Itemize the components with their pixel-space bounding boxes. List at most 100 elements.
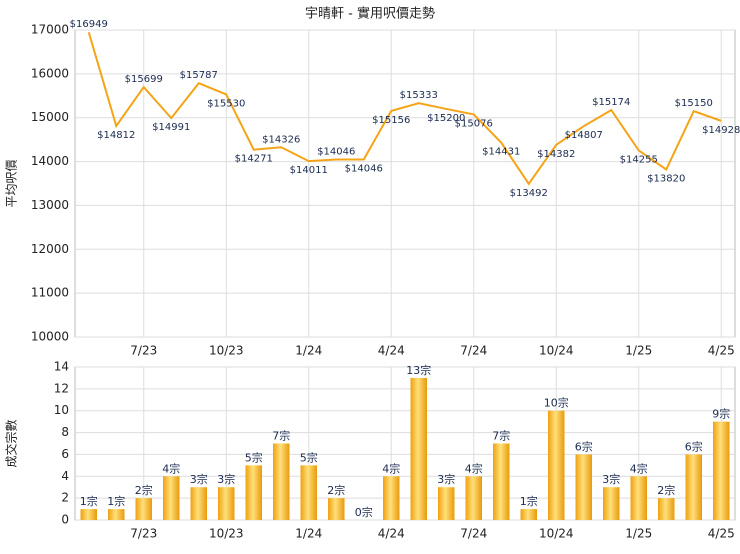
y-tick-label: 16000 bbox=[31, 66, 69, 80]
x-tick-label: 1/25 bbox=[625, 344, 652, 358]
bar bbox=[658, 498, 675, 520]
bar bbox=[575, 454, 592, 520]
data-label: $14991 bbox=[152, 122, 190, 133]
data-label: 6宗 bbox=[685, 439, 703, 453]
bar bbox=[190, 487, 207, 520]
data-label: 5宗 bbox=[245, 450, 263, 464]
data-label: $13820 bbox=[647, 173, 685, 184]
data-label: 6宗 bbox=[575, 439, 593, 453]
x-tick-label: 4/25 bbox=[708, 527, 735, 541]
x-tick-label: 4/24 bbox=[378, 344, 405, 358]
bar bbox=[410, 377, 427, 520]
data-label: 1宗 bbox=[107, 494, 125, 508]
line bbox=[87, 31, 722, 186]
y-tick-label: 8 bbox=[61, 425, 69, 439]
y-tick-label: 17000 bbox=[31, 23, 69, 37]
data-label: $14255 bbox=[620, 154, 658, 165]
y-tick-label: 4 bbox=[61, 469, 69, 483]
bar bbox=[630, 476, 647, 520]
x-tick-label: 1/24 bbox=[295, 344, 322, 358]
bar bbox=[438, 487, 455, 520]
data-label: 3宗 bbox=[437, 472, 455, 486]
y-tick-label: 12 bbox=[54, 381, 69, 395]
data-label: 7宗 bbox=[492, 429, 510, 443]
data-label: $13492 bbox=[510, 188, 548, 199]
y-axis-label: 平均呎價 bbox=[5, 159, 19, 207]
data-label: $15174 bbox=[592, 97, 630, 108]
y-tick-label: 6 bbox=[61, 447, 69, 461]
bar bbox=[273, 443, 290, 520]
y-tick-label: 14 bbox=[54, 360, 69, 374]
y-tick-label: 13000 bbox=[31, 198, 69, 212]
x-tick-label: 7/24 bbox=[460, 527, 487, 541]
y-tick-label: 14000 bbox=[31, 154, 69, 168]
chart-title: 宇晴軒 - 實用呎價走勢 bbox=[305, 6, 435, 22]
bar bbox=[135, 498, 152, 520]
bar bbox=[603, 487, 620, 520]
data-label: 4宗 bbox=[382, 461, 400, 475]
x-tick-label: 10/24 bbox=[539, 527, 574, 541]
data-label: $14928 bbox=[702, 125, 740, 136]
data-label: 7宗 bbox=[272, 429, 290, 443]
plot-area bbox=[74, 29, 736, 338]
data-label: $16949 bbox=[70, 19, 108, 30]
x-tick-label: 1/24 bbox=[295, 527, 322, 541]
bar bbox=[163, 476, 180, 520]
y-tick-label: 15000 bbox=[31, 110, 69, 124]
data-label: $14431 bbox=[482, 147, 520, 158]
data-label: $14326 bbox=[262, 134, 300, 145]
data-label: $15333 bbox=[400, 90, 438, 101]
data-label: 2宗 bbox=[327, 483, 345, 497]
x-tick-label: 10/23 bbox=[209, 344, 244, 358]
data-label: $14046 bbox=[345, 164, 383, 175]
data-label: $15076 bbox=[455, 118, 493, 129]
data-label: 4宗 bbox=[630, 461, 648, 475]
x-tick-label: 1/25 bbox=[625, 527, 652, 541]
data-label: 10宗 bbox=[544, 396, 569, 410]
data-label: $15530 bbox=[207, 98, 245, 109]
data-label: 4宗 bbox=[465, 461, 483, 475]
data-label: $14812 bbox=[97, 130, 135, 141]
data-label: 3宗 bbox=[217, 472, 235, 486]
bar bbox=[80, 509, 97, 520]
bar bbox=[108, 509, 125, 520]
bar bbox=[493, 443, 510, 520]
x-tick-label: 7/23 bbox=[130, 344, 157, 358]
y-axis-label: 成交宗數 bbox=[4, 419, 19, 467]
x-tick-label: 7/23 bbox=[130, 527, 157, 541]
bar bbox=[245, 465, 262, 520]
y-tick-label: 10000 bbox=[31, 330, 69, 344]
bar bbox=[300, 465, 317, 520]
data-label: 2宗 bbox=[657, 483, 675, 497]
data-label: 9宗 bbox=[712, 407, 730, 421]
x-tick-label: 4/24 bbox=[378, 527, 405, 541]
bar bbox=[465, 476, 482, 520]
bar bbox=[218, 487, 235, 520]
data-label: 3宗 bbox=[190, 472, 208, 486]
data-label: 1宗 bbox=[80, 494, 98, 508]
bar bbox=[520, 509, 537, 520]
data-label: $15156 bbox=[372, 115, 410, 126]
data-label: $15200 bbox=[427, 113, 465, 124]
y-tick-label: 10 bbox=[54, 403, 69, 417]
data-label: 2宗 bbox=[135, 483, 153, 497]
y-tick-label: 12000 bbox=[31, 242, 69, 256]
y-tick-label: 11000 bbox=[31, 286, 69, 300]
data-label: 5宗 bbox=[300, 450, 318, 464]
data-label: $14046 bbox=[317, 147, 355, 158]
x-tick-label: 10/23 bbox=[209, 527, 244, 541]
bar bbox=[383, 476, 400, 520]
bar bbox=[685, 454, 702, 520]
data-label: 13宗 bbox=[406, 363, 431, 377]
bar bbox=[548, 410, 565, 520]
data-label: $14011 bbox=[290, 165, 328, 176]
x-tick-label: 7/24 bbox=[460, 344, 487, 358]
bar bbox=[328, 498, 345, 520]
data-label: $14382 bbox=[537, 149, 575, 160]
y-tick-label: 2 bbox=[61, 491, 69, 505]
x-tick-label: 10/24 bbox=[539, 344, 574, 358]
x-tick-label: 4/25 bbox=[708, 344, 735, 358]
data-label: $14271 bbox=[235, 154, 273, 165]
data-label: 4宗 bbox=[162, 461, 180, 475]
